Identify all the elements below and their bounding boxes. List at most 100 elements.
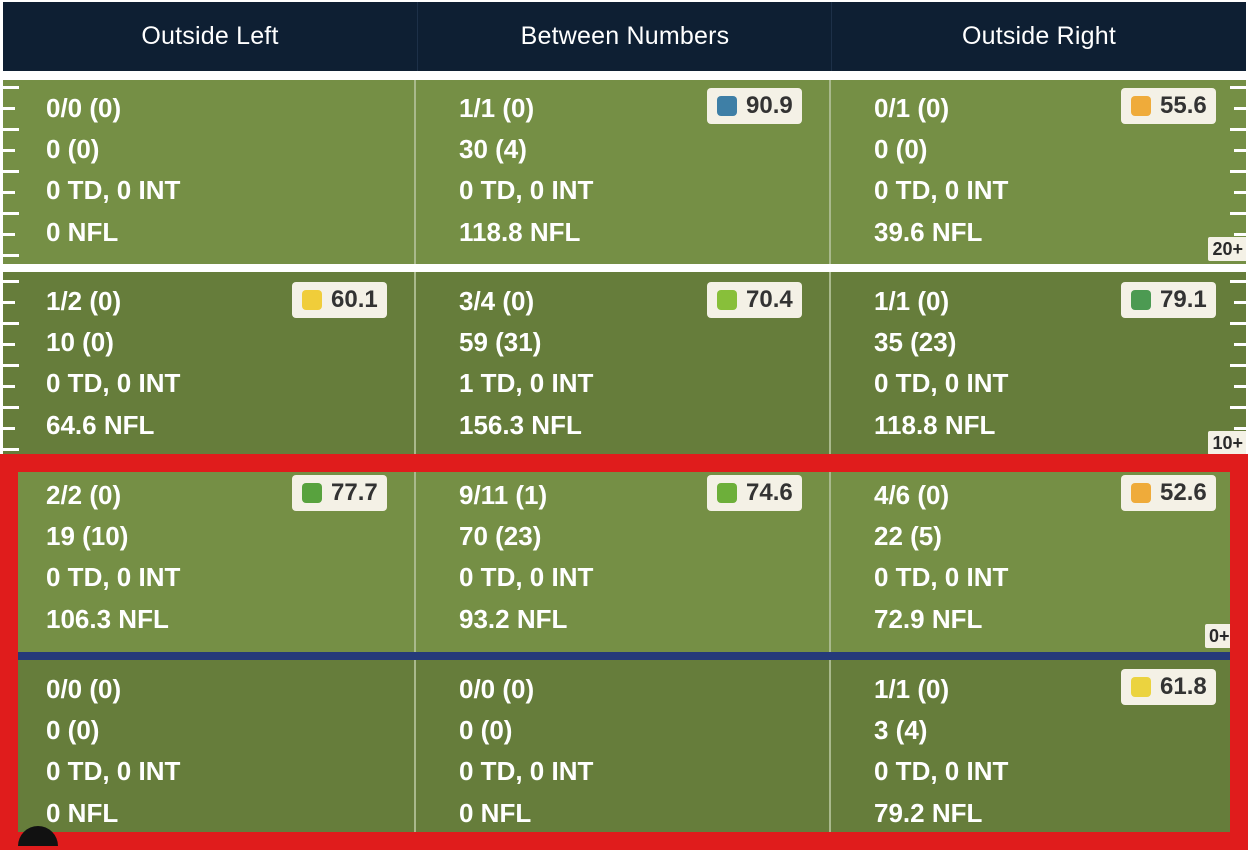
td-int-stat: 0 TD, 0 INT: [46, 756, 181, 786]
nfl-rating-stat: 72.9 NFL: [874, 604, 983, 634]
td-int-stat: 0 TD, 0 INT: [874, 368, 1009, 398]
zone-cell-short-outside-left[interactable]: 2/2 (0) 19 (10) 0 TD, 0 INT 106.3 NFL 77…: [3, 454, 414, 652]
hash-mark: [1234, 191, 1246, 194]
td-int-stat: 0 TD, 0 INT: [46, 368, 181, 398]
zone-cell-deep-outside-right[interactable]: 0/1 (0) 0 (0) 0 TD, 0 INT 39.6 NFL 55.6: [831, 80, 1246, 264]
zone-cell-short-between-numbers[interactable]: 9/11 (1) 70 (23) 0 TD, 0 INT 93.2 NFL 74…: [416, 454, 829, 652]
grade-badge: 79.1: [1121, 282, 1216, 318]
header-divider: [831, 2, 832, 71]
grade-badge: 52.6: [1121, 475, 1216, 511]
completions-stat: 2/2 (0): [46, 480, 122, 510]
zone-cell-deep-outside-left[interactable]: 0/0 (0) 0 (0) 0 TD, 0 INT 0 NFL: [3, 80, 414, 264]
hash-mark: [1234, 107, 1246, 110]
grade-value: 52.6: [1160, 479, 1207, 506]
zone-cell-behind-los-between-numbers[interactable]: 0/0 (0) 0 (0) 0 TD, 0 INT 0 NFL: [416, 660, 829, 832]
hash-mark: [3, 86, 19, 89]
nfl-rating-stat: 64.6 NFL: [46, 410, 155, 440]
hash-mark: [1230, 406, 1246, 409]
grade-value: 77.7: [331, 479, 378, 506]
completions-stat: 1/1 (0): [874, 286, 950, 316]
grade-swatch: [1131, 290, 1151, 310]
zone-cell-intermediate-outside-right[interactable]: 1/1 (0) 35 (23) 0 TD, 0 INT 118.8 NFL 79…: [831, 272, 1246, 454]
hash-mark: [1230, 86, 1246, 89]
column-divider: [414, 272, 416, 454]
zone-cell-intermediate-outside-left[interactable]: 1/2 (0) 10 (0) 0 TD, 0 INT 64.6 NFL 60.1: [3, 272, 414, 454]
zone-cell-deep-between-numbers[interactable]: 1/1 (0) 30 (4) 0 TD, 0 INT 118.8 NFL 90.…: [416, 80, 829, 264]
completions-stat: 0/1 (0): [874, 93, 950, 123]
hash-mark: [3, 343, 15, 346]
hash-mark: [3, 149, 15, 152]
hash-mark: [1234, 427, 1246, 430]
nfl-rating-stat: 93.2 NFL: [459, 604, 568, 634]
yards-stat: 19 (10): [46, 521, 129, 551]
header-outside-left: Outside Left: [141, 22, 279, 50]
nfl-rating-stat: 0 NFL: [46, 798, 119, 828]
grade-swatch: [1131, 96, 1151, 116]
yards-stat: 35 (23): [874, 327, 957, 357]
hash-mark: [3, 364, 19, 367]
hash-mark: [3, 128, 19, 131]
grade-value: 61.8: [1160, 673, 1207, 700]
field-band-0-plus: [3, 454, 1246, 652]
td-int-stat: 0 TD, 0 INT: [874, 175, 1009, 205]
yards-stat: 30 (4): [459, 134, 527, 164]
zone-cell-behind-los-outside-right[interactable]: 1/1 (0) 3 (4) 0 TD, 0 INT 79.2 NFL 61.8: [831, 660, 1230, 832]
td-int-stat: 0 TD, 0 INT: [459, 175, 594, 205]
td-int-stat: 0 TD, 0 INT: [459, 562, 594, 592]
grade-badge: 55.6: [1121, 88, 1216, 124]
zone-cell-short-outside-right[interactable]: 4/6 (0) 22 (5) 0 TD, 0 INT 72.9 NFL 52.6: [831, 454, 1230, 652]
hash-mark: [3, 107, 15, 110]
completions-stat: 0/0 (0): [459, 674, 535, 704]
nfl-rating-stat: 79.2 NFL: [874, 798, 983, 828]
nfl-rating-stat: 0 NFL: [459, 798, 532, 828]
nfl-rating-stat: 0 NFL: [46, 217, 119, 247]
hash-mark: [3, 406, 19, 409]
header-outside-right: Outside Right: [961, 22, 1117, 50]
td-int-stat: 0 TD, 0 INT: [46, 562, 181, 592]
hash-mark: [1234, 233, 1246, 236]
completions-stat: 3/4 (0): [459, 286, 535, 316]
td-int-stat: 0 TD, 0 INT: [874, 756, 1009, 786]
grade-swatch: [717, 483, 737, 503]
yards-stat: 10 (0): [46, 327, 114, 357]
grade-value: 79.1: [1160, 286, 1207, 313]
line-of-scrimmage: [18, 652, 1230, 660]
completions-stat: 9/11 (1): [459, 480, 548, 510]
yards-stat: 0 (0): [46, 134, 100, 164]
column-divider: [829, 454, 831, 652]
highlight-box: [0, 454, 1248, 850]
completions-stat: 4/6 (0): [874, 480, 950, 510]
header-divider: [417, 2, 418, 71]
hash-mark: [1230, 212, 1246, 215]
yard-marker-10-plus: 10+: [1208, 431, 1246, 455]
hash-mark: [3, 280, 19, 283]
grade-value: 74.6: [746, 479, 793, 506]
grade-badge: 74.6: [707, 475, 802, 511]
yards-stat: 70 (23): [459, 521, 542, 551]
grade-badge: 60.1: [292, 282, 387, 318]
grade-value: 60.1: [331, 286, 378, 313]
hash-mark: [3, 385, 15, 388]
hash-mark: [3, 212, 19, 215]
column-divider: [829, 660, 831, 832]
grade-swatch: [302, 483, 322, 503]
hash-mark: [1234, 149, 1246, 152]
hash-mark: [3, 427, 15, 430]
nfl-rating-stat: 156.3 NFL: [459, 410, 582, 440]
hash-mark: [3, 191, 15, 194]
column-divider: [414, 454, 416, 652]
grade-badge: 90.9: [707, 88, 802, 124]
header-between-numbers: Between Numbers: [520, 22, 730, 50]
column-divider: [829, 272, 831, 454]
grade-badge: 61.8: [1121, 669, 1216, 705]
hash-mark: [1234, 385, 1246, 388]
yard-marker-20-plus: 20+: [1208, 237, 1246, 261]
column-divider: [414, 80, 416, 264]
completions-stat: 1/1 (0): [459, 93, 535, 123]
zone-cell-intermediate-between-numbers[interactable]: 3/4 (0) 59 (31) 1 TD, 0 INT 156.3 NFL 70…: [416, 272, 829, 454]
zone-cell-behind-los-outside-left[interactable]: 0/0 (0) 0 (0) 0 TD, 0 INT 0 NFL: [3, 660, 414, 832]
yards-stat: 0 (0): [874, 134, 928, 164]
zone-header: Outside Left Between Numbers Outside Rig…: [3, 2, 1246, 71]
td-int-stat: 0 TD, 0 INT: [874, 562, 1009, 592]
hash-mark: [1230, 128, 1246, 131]
